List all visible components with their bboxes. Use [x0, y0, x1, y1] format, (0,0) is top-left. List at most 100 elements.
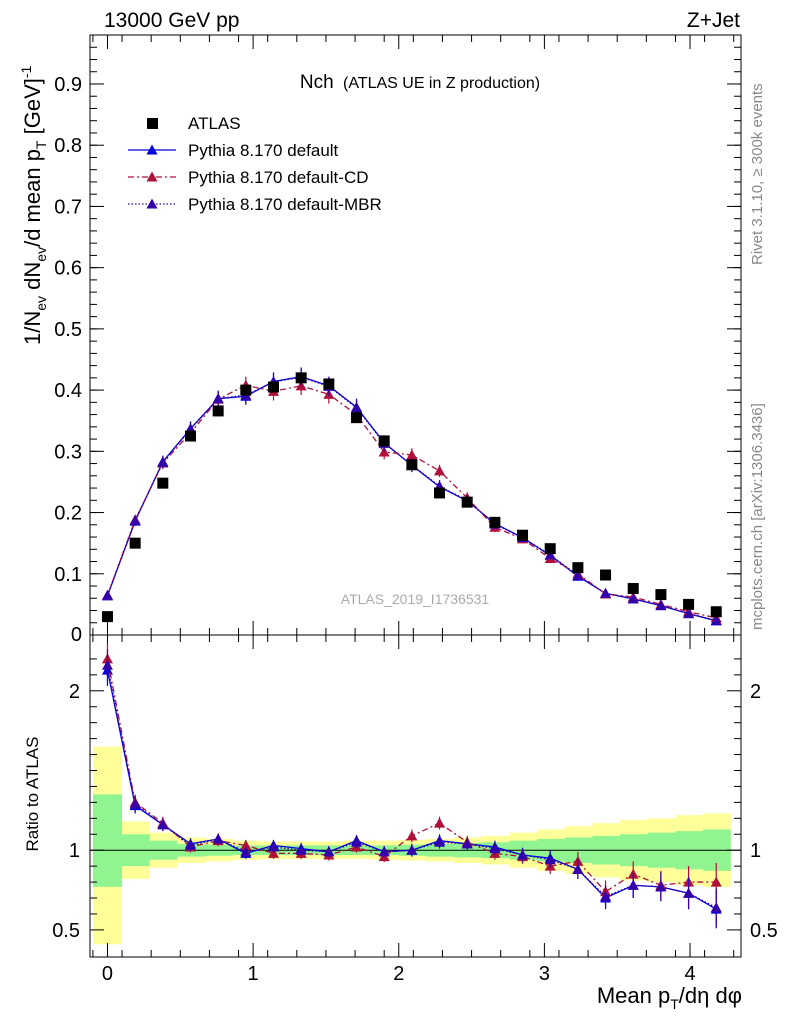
- main-y-tick-label: 0.7: [54, 196, 82, 218]
- rivet-version-label: Rivet 3.1.10, ≥ 300k events: [749, 83, 766, 265]
- main-point-mbr: [627, 593, 639, 604]
- main-point-mbr: [101, 589, 113, 600]
- legend-atlas-label: ATLAS: [188, 114, 241, 133]
- main-y-tick-label: 0.6: [54, 258, 82, 280]
- ratio-point-mbr: [461, 838, 473, 849]
- x-tick-label: 1: [248, 963, 259, 985]
- main-series: [101, 367, 722, 626]
- ratio-point-mbr: [378, 846, 390, 857]
- process-label: Z+Jet: [687, 9, 740, 32]
- main-point-atlas: [544, 543, 556, 555]
- main-point-cd: [406, 449, 418, 460]
- legend-mbr-label: Pythia 8.170 default-MBR: [188, 195, 382, 214]
- x-tick-label: 2: [393, 963, 404, 985]
- main-y-tick-label: 0.2: [54, 503, 82, 525]
- ratio-point-mbr: [212, 833, 224, 844]
- ratio-point-mbr: [406, 844, 418, 855]
- ratio-point-mbr: [268, 841, 280, 852]
- legend-atlas-marker: [147, 118, 158, 129]
- mcplots-label: mcplots.cern.ch [arXiv:1306.3436]: [749, 403, 766, 630]
- main-point-atlas: [323, 378, 335, 390]
- ratio-point-mbr: [295, 844, 307, 855]
- main-point-atlas: [683, 598, 695, 610]
- ratio-y-tick-label-right: 1: [750, 840, 761, 862]
- ratio-point-mbr: [517, 849, 529, 860]
- ratio-point-mbr: [157, 819, 169, 830]
- legend-cd-label: Pythia 8.170 default-CD: [188, 168, 369, 187]
- main-point-atlas: [572, 562, 584, 574]
- main-point-mbr: [157, 456, 169, 467]
- main-point-atlas: [378, 435, 390, 447]
- main-y-tick-label: 0.9: [54, 74, 82, 96]
- main-point-atlas: [710, 606, 722, 618]
- main-line-mbr: [106, 376, 717, 621]
- main-point-atlas: [655, 589, 667, 601]
- main-point-cd: [378, 446, 390, 457]
- ratio-band-inner: [92, 794, 731, 887]
- x-tick-label: 4: [684, 963, 695, 985]
- ratio-point-mbr: [184, 839, 196, 850]
- main-point-mbr: [129, 515, 141, 526]
- main-point-mbr: [212, 393, 224, 404]
- analysis-watermark: ATLAS_2019_I1736531: [341, 591, 490, 607]
- legend: ATLAS Pythia 8.170 default Pythia 8.170 …: [128, 114, 382, 214]
- ratio-y-tick-label-left: 1: [69, 840, 80, 862]
- ratio-line-mbr: [106, 665, 717, 909]
- legend-cd-marker: [146, 171, 158, 182]
- main-point-atlas: [101, 611, 113, 623]
- axis-ticks: [90, 35, 741, 957]
- main-point-mbr: [351, 402, 363, 413]
- main-point-atlas: [157, 477, 169, 489]
- plot-title-main: Nch: [300, 72, 334, 93]
- main-y-tick-label: 0.3: [54, 441, 82, 463]
- main-point-atlas: [212, 405, 224, 417]
- ratio-point-cd: [710, 876, 722, 887]
- ratio-point-mbr: [683, 887, 695, 898]
- ratio-point-mbr: [351, 836, 363, 847]
- main-point-mbr: [544, 549, 556, 560]
- legend-default-label: Pythia 8.170 default: [188, 141, 339, 160]
- ratio-point-cd: [240, 839, 252, 850]
- ratio-point-mbr: [655, 881, 667, 892]
- y-axis-label-main: 1/Nev dNev/d mean pT [GeV]-1: [18, 65, 49, 345]
- main-point-atlas: [295, 372, 307, 384]
- main-y-zero-label: 0: [71, 624, 82, 646]
- y-axis-label-ratio: Ratio to ATLAS: [23, 737, 42, 852]
- main-point-atlas: [184, 430, 196, 442]
- ratio-plot-frame: [89, 634, 742, 958]
- main-point-atlas: [240, 384, 252, 396]
- main-point-cd: [434, 465, 446, 476]
- main-point-atlas: [600, 569, 612, 581]
- ratio-point-mbr: [600, 890, 612, 901]
- legend-entry-atlas: ATLAS: [147, 114, 241, 133]
- legend-mbr-marker: [146, 198, 158, 209]
- main-point-mbr: [710, 614, 722, 625]
- ratio-y-tick-label-right: 0.5: [750, 920, 778, 942]
- ratio-point-mbr: [323, 846, 335, 857]
- ratio-point-mbr: [101, 659, 113, 670]
- main-point-mbr: [655, 600, 667, 611]
- main-point-atlas: [517, 529, 529, 541]
- main-y-tick-label: 0.5: [54, 319, 82, 341]
- ratio-point-mbr: [489, 843, 501, 854]
- axis-tick-labels: 0 1 2 3 4 0.1 0.2 0.3 0.4 0.5 0.6 0.7 0.8 0.9 0 0.5 0.5 1…: [52, 74, 778, 985]
- main-point-atlas: [129, 537, 141, 549]
- main-y-tick-label: 0.1: [54, 564, 82, 586]
- main-point-atlas: [268, 381, 280, 393]
- legend-entry-default: Pythia 8.170 default: [128, 141, 339, 160]
- main-point-atlas: [489, 516, 501, 528]
- ratio-point-mbr: [572, 863, 584, 874]
- main-point-atlas: [351, 412, 363, 424]
- legend-default-marker: [146, 144, 158, 155]
- ratio-point-cd: [434, 817, 446, 828]
- ratio-point-mbr: [240, 846, 252, 857]
- main-point-mbr: [600, 587, 612, 598]
- plot-title-sub: (ATLAS UE in Z production): [343, 75, 540, 92]
- ratio-point-cd: [406, 830, 418, 841]
- ratio-y-tick-label-right: 2: [750, 681, 761, 703]
- main-line-def: [106, 375, 717, 622]
- legend-entry-cd: Pythia 8.170 default-CD: [128, 168, 369, 187]
- ratio-point-mbr: [627, 879, 639, 890]
- ratio-y-tick-label-left: 2: [69, 681, 80, 703]
